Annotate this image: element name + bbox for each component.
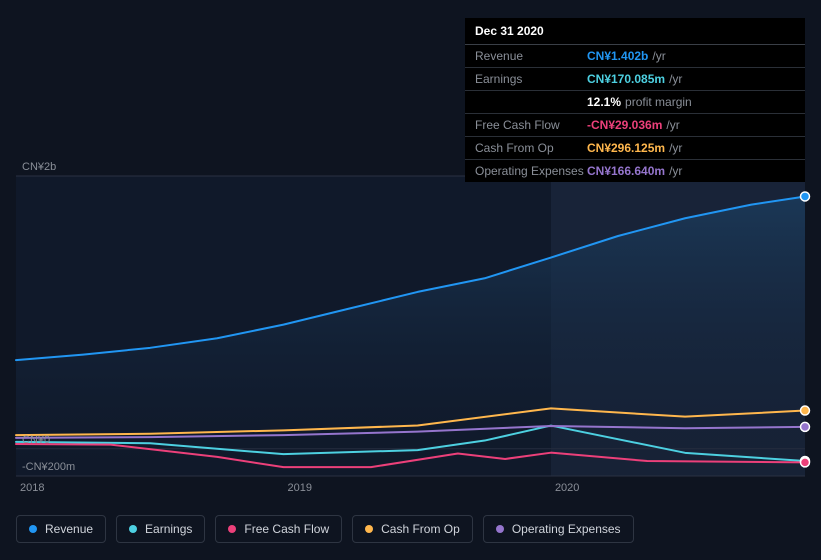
tooltip-value: CN¥296.125m	[587, 141, 665, 155]
tooltip-label: Earnings	[475, 72, 587, 86]
tooltip-value: CN¥166.640m	[587, 164, 665, 178]
chart-container: CN¥2b CN¥0 -CN¥200m 2018 2019 2020 Dec 31 20…	[0, 0, 821, 560]
tooltip-label: Operating Expenses	[475, 164, 587, 178]
y-axis-label: CN¥2b	[22, 161, 56, 173]
x-axis-label: 2020	[555, 482, 579, 494]
tooltip-label: Cash From Op	[475, 141, 587, 155]
tooltip-suffix: /yr	[669, 72, 682, 86]
tooltip-label	[475, 95, 587, 109]
tooltip-suffix: /yr	[652, 49, 665, 63]
legend-item[interactable]: Cash From Op	[352, 515, 473, 543]
legend-item[interactable]: Earnings	[116, 515, 205, 543]
tooltip-row: 12.1% profit margin	[465, 91, 805, 114]
legend-label: Free Cash Flow	[244, 522, 329, 536]
tooltip-sub: profit margin	[625, 95, 692, 109]
y-axis-label: CN¥0	[22, 434, 50, 446]
chart-tooltip: Dec 31 2020RevenueCN¥1.402b/yrEarningsCN…	[465, 18, 805, 182]
tooltip-row: Cash From OpCN¥296.125m/yr	[465, 137, 805, 160]
tooltip-row: Free Cash Flow-CN¥29.036m/yr	[465, 114, 805, 137]
tooltip-value: CN¥170.085m	[587, 72, 665, 86]
chart-legend: Revenue Earnings Free Cash Flow Cash From O…	[16, 515, 634, 543]
tooltip-value: CN¥1.402b	[587, 49, 648, 63]
legend-dot-icon	[29, 525, 37, 533]
tooltip-row: RevenueCN¥1.402b/yr	[465, 45, 805, 68]
tooltip-value: -CN¥29.036m	[587, 118, 662, 132]
y-axis-label: -CN¥200m	[22, 461, 75, 473]
tooltip-label: Free Cash Flow	[475, 118, 587, 132]
x-axis-label: 2019	[287, 482, 311, 494]
legend-item[interactable]: Free Cash Flow	[215, 515, 342, 543]
legend-dot-icon	[365, 525, 373, 533]
tooltip-value: 12.1%	[587, 95, 621, 109]
legend-label: Revenue	[45, 522, 93, 536]
tooltip-suffix: /yr	[666, 118, 679, 132]
legend-item[interactable]: Revenue	[16, 515, 106, 543]
tooltip-suffix: /yr	[669, 141, 682, 155]
legend-label: Cash From Op	[381, 522, 460, 536]
x-axis-label: 2018	[20, 482, 44, 494]
legend-label: Operating Expenses	[512, 522, 621, 536]
legend-item[interactable]: Operating Expenses	[483, 515, 634, 543]
tooltip-row: Operating ExpensesCN¥166.640m/yr	[465, 160, 805, 182]
legend-dot-icon	[496, 525, 504, 533]
tooltip-header: Dec 31 2020	[465, 18, 805, 45]
tooltip-row: EarningsCN¥170.085m/yr	[465, 68, 805, 91]
tooltip-suffix: /yr	[669, 164, 682, 178]
tooltip-label: Revenue	[475, 49, 587, 63]
legend-dot-icon	[228, 525, 236, 533]
legend-label: Earnings	[145, 522, 192, 536]
legend-dot-icon	[129, 525, 137, 533]
